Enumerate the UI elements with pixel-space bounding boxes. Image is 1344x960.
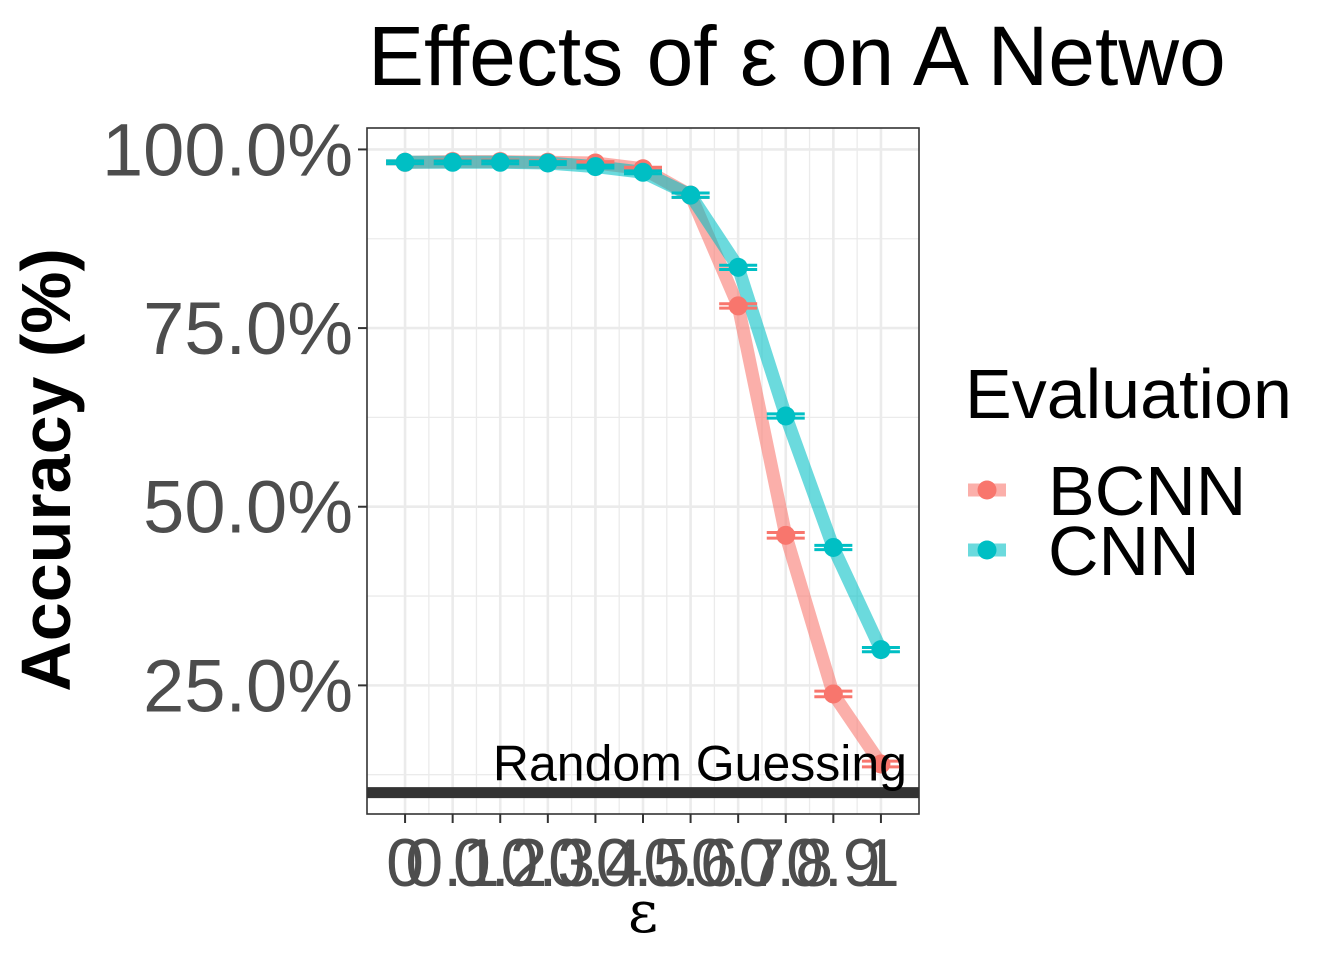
data-point-cnn (871, 640, 891, 660)
legend-label-bcnn: BCNN (1048, 452, 1246, 530)
x-tick-label: 0 (386, 825, 424, 901)
x-tick-label: 0.5 (596, 825, 691, 901)
data-point-cnn (538, 153, 558, 173)
chart-title: Effects of ε on A Netwo (368, 9, 1226, 103)
grid (367, 128, 919, 814)
data-point-cnn (776, 406, 796, 426)
x-axis-title: ε (628, 878, 658, 946)
legend-label-cnn: CNN (1048, 512, 1200, 590)
y-tick-label: 75.0% (143, 287, 353, 370)
legend-title: Evaluation (965, 355, 1292, 433)
x-tick-label: 0.3 (501, 825, 596, 901)
x-axis: 00.10.20.30.40.50.60.70.80.91 (386, 814, 900, 901)
x-tick-label: 0.8 (738, 825, 833, 901)
x-tick-label: 0.1 (405, 825, 500, 901)
y-tick-label: 50.0% (143, 466, 353, 549)
data-point-cnn (681, 185, 701, 205)
data-point-cnn (633, 162, 653, 182)
x-tick-label: 0.6 (643, 825, 738, 901)
y-tick-label: 100.0% (102, 108, 353, 191)
data-point-cnn (443, 152, 463, 172)
x-tick-label: 0.7 (691, 825, 786, 901)
legend-key-point-cnn (977, 540, 997, 560)
data-point-cnn (823, 537, 843, 557)
data-point-bcnn (823, 684, 843, 704)
data-point-bcnn (776, 525, 796, 545)
y-axis: 25.0% 50.0% 75.0% 100.0% (102, 108, 367, 727)
data-point-bcnn (871, 754, 891, 774)
series-cnn-marks (386, 152, 900, 660)
series-layer (386, 152, 900, 774)
reference-line-label: Random Guessing (493, 736, 907, 792)
x-tick-label: 0.4 (548, 825, 643, 901)
x-tick-label: 0.2 (453, 825, 548, 901)
data-point-bcnn (728, 296, 748, 316)
data-point-cnn (585, 157, 605, 177)
y-tick-label: 25.0% (143, 644, 353, 727)
x-tick-label: 1 (862, 825, 900, 901)
y-axis-title: Accuracy (%) (7, 248, 85, 692)
data-point-cnn (490, 152, 510, 172)
data-point-cnn (395, 152, 415, 172)
x-tick-label: 0.9 (786, 825, 881, 901)
plot-panel: Random Guessing (366, 127, 920, 815)
legend-key-point-bcnn (977, 480, 997, 500)
data-point-cnn (728, 257, 748, 277)
